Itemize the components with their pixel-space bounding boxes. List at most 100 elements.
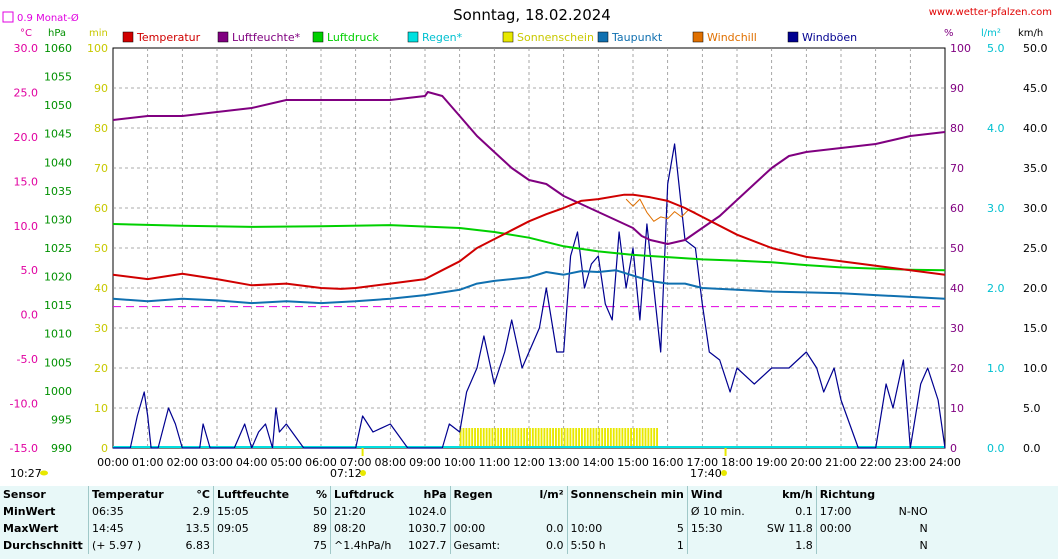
sun-time: 10:00 bbox=[566, 520, 658, 537]
time-tick-label: 20:00 bbox=[790, 456, 822, 469]
header-sensor: Sensor bbox=[3, 488, 46, 501]
pressure-tick-label: 1000 bbox=[44, 385, 72, 398]
sunshine-bar bbox=[627, 428, 630, 448]
sunshine-bar bbox=[520, 428, 523, 448]
temperature-line bbox=[112, 193, 946, 290]
time-tick-label: 02:00 bbox=[166, 456, 198, 469]
header-pressure-unit: hPa bbox=[423, 488, 447, 501]
temp-tick-label: 10.0 bbox=[14, 220, 39, 233]
sunshine-bar bbox=[488, 428, 491, 448]
direction-time bbox=[815, 537, 876, 554]
wind-tick-label: 35.0 bbox=[1023, 162, 1048, 175]
header-rain: Regen bbox=[449, 486, 517, 503]
temp-tick-label: 20.0 bbox=[14, 131, 39, 144]
direction-value: N bbox=[919, 522, 928, 535]
time-tick-label: 00:00 bbox=[97, 456, 129, 469]
humidity-tick-label: 80 bbox=[950, 122, 964, 135]
sunshine-bar bbox=[581, 428, 583, 448]
chart-legend: Temperatur Luftfeuchte* Luftdruck Regen* Son… bbox=[122, 31, 857, 44]
sunshine-bar bbox=[612, 428, 615, 448]
time-tick-label: 09:00 bbox=[409, 456, 441, 469]
header-direction: Richtung bbox=[815, 486, 931, 503]
time-tick-label: 03:00 bbox=[201, 456, 233, 469]
sunshine-bar bbox=[647, 428, 650, 448]
pressure-tick-label: 1055 bbox=[44, 71, 72, 84]
sunshine-bar bbox=[638, 428, 641, 448]
moon-icon bbox=[40, 470, 48, 476]
header-wind-unit: km/h bbox=[782, 488, 813, 501]
wind-time: Ø 10 min. bbox=[686, 503, 764, 520]
wind-unit-label: km/h bbox=[1018, 28, 1043, 39]
direction-value: N-NO bbox=[898, 505, 928, 518]
legend-swatch bbox=[122, 31, 134, 43]
time-tick-label: 13:00 bbox=[548, 456, 580, 469]
rain-value: 0.0 bbox=[546, 539, 564, 552]
humidity-tick-label: 40 bbox=[950, 282, 964, 295]
pressure-line bbox=[112, 223, 946, 272]
minutes-tick-label: 80 bbox=[94, 122, 108, 135]
wind-tick-label: 30.0 bbox=[1023, 202, 1048, 215]
humidity-tick-label: 100 bbox=[950, 42, 971, 55]
time-tick-label: 15:00 bbox=[617, 456, 649, 469]
pressure-value: 1024.0 bbox=[408, 505, 447, 518]
source-link[interactable]: www.wetter-pfalzen.com bbox=[929, 7, 1052, 18]
sunshine-bar bbox=[618, 428, 621, 448]
time-tick-label: 24:00 bbox=[929, 456, 961, 469]
sunshine-bar bbox=[557, 428, 560, 448]
legend-swatch bbox=[787, 31, 799, 43]
rain-time: Gesamt: bbox=[449, 537, 517, 554]
rain-tick-label: 5.0 bbox=[987, 42, 1005, 55]
sun-value bbox=[658, 503, 687, 520]
sunshine-bar bbox=[497, 428, 500, 448]
humidity-line bbox=[112, 91, 946, 245]
sun-value: 5 bbox=[676, 522, 684, 535]
sunshine-bar bbox=[578, 428, 580, 448]
sunshine-bar bbox=[505, 428, 508, 448]
pressure-tick-label: 1015 bbox=[44, 299, 72, 312]
minutes-tick-label: 100 bbox=[87, 42, 108, 55]
time-tick-label: 18:00 bbox=[721, 456, 753, 469]
sunshine-bar bbox=[462, 428, 465, 448]
wind-value: 1.8 bbox=[795, 539, 813, 552]
sunshine-bar bbox=[531, 428, 534, 448]
header-sunshine: Sonnenschein min bbox=[566, 486, 688, 503]
chart-title: Sonntag, 18.02.2024 bbox=[453, 6, 611, 24]
legend-label: Windböen bbox=[802, 31, 857, 44]
rain-tick-label: 1.0 bbox=[987, 362, 1005, 375]
temp-value: 6.83 bbox=[185, 539, 211, 552]
sunshine-bar bbox=[569, 428, 572, 448]
sunshine-bar bbox=[598, 428, 601, 448]
pressure-tick-label: 1005 bbox=[44, 356, 72, 369]
sunshine-bar bbox=[459, 428, 462, 448]
humidity-tick-label: 90 bbox=[950, 82, 964, 95]
time-tick-label: 08:00 bbox=[374, 456, 406, 469]
pressure-tick-label: 1060 bbox=[44, 42, 72, 55]
rain-time: 00:00 bbox=[449, 520, 517, 537]
legend-label: Regen* bbox=[422, 31, 463, 44]
minutes-tick-label: 30 bbox=[94, 322, 108, 335]
direction-time: 17:00 bbox=[815, 503, 876, 520]
sunshine-bar bbox=[572, 428, 575, 448]
row-label: MinWert bbox=[3, 505, 56, 518]
legend-label: Luftdruck bbox=[327, 31, 379, 44]
pressure-tick-label: 1045 bbox=[44, 128, 72, 141]
humidity-time: 15:05 bbox=[213, 503, 293, 520]
rain-tick-label: 4.0 bbox=[987, 122, 1005, 135]
pressure-tick-label: 1040 bbox=[44, 156, 72, 169]
time-tick-label: 14:00 bbox=[582, 456, 614, 469]
sunshine-bar bbox=[552, 428, 554, 448]
temp-tick-label: -15.0 bbox=[10, 442, 38, 455]
rain-time bbox=[449, 503, 517, 520]
humidity-tick-label: 60 bbox=[950, 202, 964, 215]
humidity-tick-label: 30 bbox=[950, 322, 964, 335]
humidity-tick-label: 0 bbox=[950, 442, 957, 455]
sunshine-bar bbox=[465, 428, 468, 448]
moon-time-label: 10:27 bbox=[10, 467, 42, 480]
wind-tick-label: 10.0 bbox=[1023, 362, 1048, 375]
humidity-time: 09:05 bbox=[213, 520, 293, 537]
sunshine-bar bbox=[529, 428, 531, 448]
pressure-tick-label: 1025 bbox=[44, 242, 72, 255]
rain-tick-label: 0.0 bbox=[987, 442, 1005, 455]
sunshine-bar bbox=[560, 428, 563, 448]
humidity-tick-label: 50 bbox=[950, 242, 964, 255]
